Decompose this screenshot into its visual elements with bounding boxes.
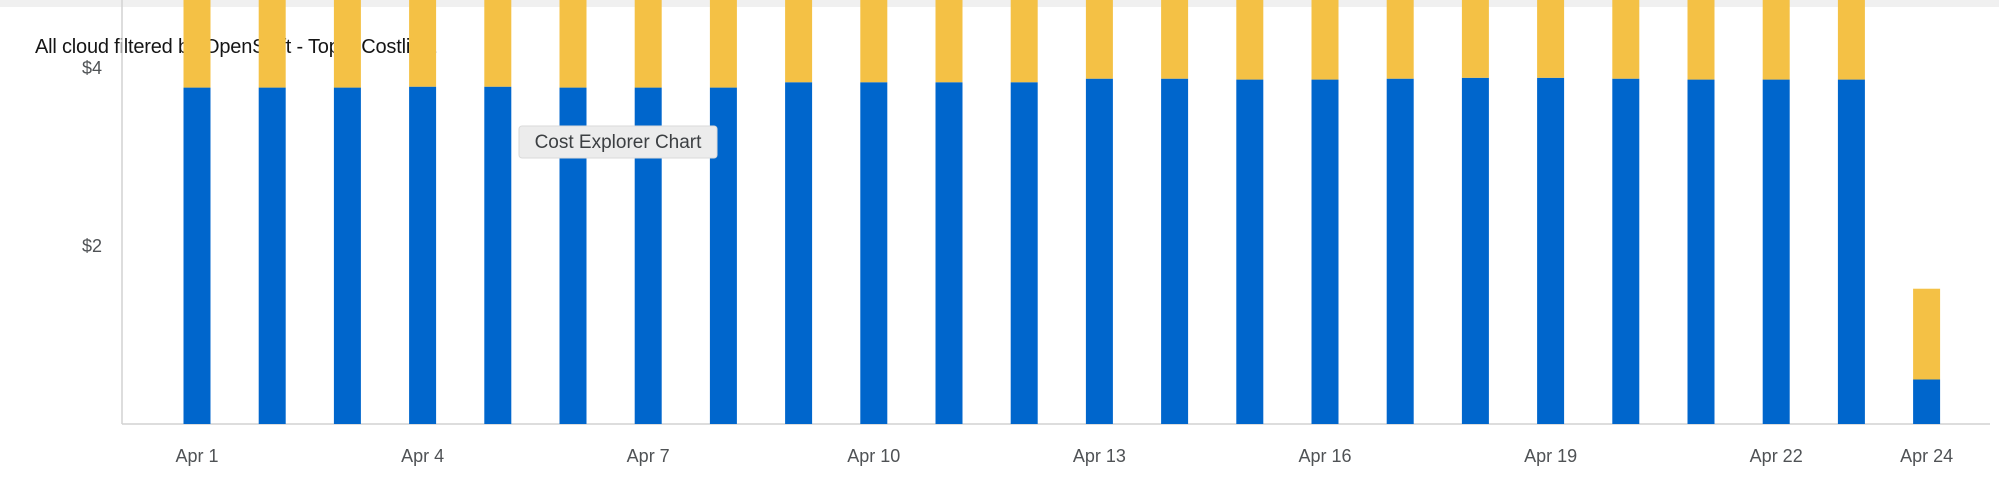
bar-segment[interactable] (785, 0, 813, 83)
bar-segment[interactable] (634, 0, 662, 88)
x-tick-label: Apr 24 (1900, 446, 1953, 466)
bar-segment[interactable] (183, 87, 211, 424)
bar-segment[interactable] (333, 87, 361, 424)
bar-segment[interactable] (1537, 0, 1565, 78)
bar-segment[interactable] (1085, 78, 1113, 425)
bar-segment[interactable] (1762, 0, 1790, 80)
chart-tooltip: Cost Explorer Chart (518, 125, 718, 159)
bar-segment[interactable] (333, 0, 361, 88)
x-tick-label: Apr 19 (1524, 446, 1577, 466)
bar-segment[interactable] (1687, 0, 1715, 80)
bar-segment[interactable] (1161, 78, 1189, 425)
y-tick-label: $4 (82, 58, 102, 78)
tooltip-box (518, 125, 718, 159)
bar-segment[interactable] (1461, 77, 1489, 424)
bar-segment[interactable] (860, 82, 888, 425)
bar-segment[interactable] (860, 0, 888, 83)
x-tick-label: Apr 4 (401, 446, 444, 466)
bar-segment[interactable] (1010, 0, 1038, 83)
x-tick-label: Apr 7 (627, 446, 670, 466)
bar-segment[interactable] (183, 0, 211, 88)
bar-segment[interactable] (1386, 0, 1414, 79)
bar-segment[interactable] (484, 0, 512, 87)
bar-segment[interactable] (1612, 0, 1640, 79)
x-tick-label: Apr 1 (175, 446, 218, 466)
bar-segment[interactable] (935, 0, 963, 83)
bar-segment[interactable] (709, 0, 737, 88)
bar-segment[interactable] (1386, 78, 1414, 425)
bar-segment[interactable] (935, 82, 963, 425)
y-tick-label: $2 (82, 236, 102, 256)
bar-segment[interactable] (559, 0, 587, 88)
bar-segment[interactable] (1612, 78, 1640, 425)
bar-segment[interactable] (1913, 288, 1941, 380)
tooltip-text: Cost Explorer Chart (535, 132, 703, 153)
bar-segment[interactable] (1085, 0, 1113, 79)
x-tick-label: Apr 10 (847, 446, 900, 466)
bar-segment[interactable] (1311, 0, 1339, 80)
bar-segment[interactable] (1762, 79, 1790, 424)
bar-segment[interactable] (1837, 79, 1865, 424)
bars (183, 0, 1941, 425)
bar-segment[interactable] (1537, 77, 1565, 424)
bar-segment[interactable] (1837, 0, 1865, 80)
x-tick-label: Apr 16 (1298, 446, 1351, 466)
bar-segment[interactable] (1236, 79, 1264, 424)
bar-segment[interactable] (258, 87, 286, 424)
bar-segment[interactable] (1461, 0, 1489, 78)
bar-segment[interactable] (1687, 79, 1715, 424)
bar-segment[interactable] (1236, 0, 1264, 80)
bar-segment[interactable] (484, 86, 512, 424)
bar-segment[interactable] (1311, 79, 1339, 424)
bar-segment[interactable] (409, 0, 437, 87)
x-tick-label: Apr 22 (1750, 446, 1803, 466)
bar-segment[interactable] (785, 82, 813, 425)
bar-segment[interactable] (258, 0, 286, 88)
bar-segment[interactable] (1010, 82, 1038, 425)
x-tick-label: Apr 13 (1073, 446, 1126, 466)
chart-card (0, 7, 1999, 480)
bar-segment[interactable] (409, 86, 437, 424)
bar-segment[interactable] (1913, 379, 1941, 425)
bar-segment[interactable] (1161, 0, 1189, 79)
